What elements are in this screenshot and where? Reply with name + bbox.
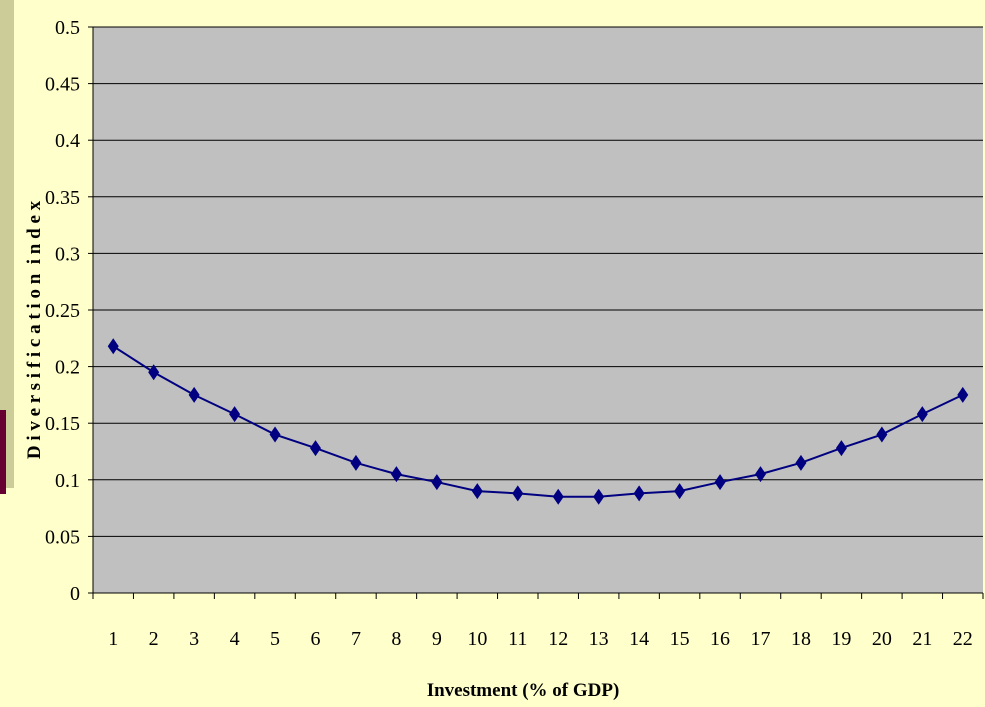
x-tick-label: 6 (311, 628, 321, 650)
data-point-marker (876, 426, 888, 443)
x-tick-label: 3 (189, 628, 199, 650)
slide-accent-bar (0, 410, 6, 494)
data-point-marker (390, 466, 402, 483)
data-point-marker (633, 485, 645, 502)
gridlines (93, 26, 983, 537)
x-tick-label: 7 (351, 628, 361, 650)
x-tick-label: 20 (872, 628, 892, 650)
data-point-marker (552, 488, 564, 505)
x-tick-label: 22 (953, 628, 973, 650)
y-axis-ticks: 0 0.05 0.1 0.15 0.2 0.25 0.3 0.35 0.4 0.45 0.5 (45, 17, 93, 605)
x-tick-label: 9 (432, 628, 442, 650)
x-tick-label: 10 (467, 628, 487, 650)
x-tick-label: 11 (508, 628, 527, 650)
y-tick-label: 0.25 (45, 300, 80, 322)
x-tick-label: 2 (149, 628, 159, 650)
x-tick-label: 14 (629, 628, 649, 650)
x-tick-label: 13 (589, 628, 609, 650)
data-point-marker (795, 454, 807, 471)
series-line (112, 345, 964, 498)
data-point-marker (188, 386, 200, 403)
data-point-marker (593, 488, 605, 505)
y-tick-label: 0.05 (45, 526, 80, 548)
data-point-marker (916, 406, 928, 423)
x-tick-label: 16 (710, 628, 730, 650)
y-tick-label: 0.35 (45, 187, 80, 209)
data-point-marker (835, 440, 847, 457)
data-point-marker (229, 406, 241, 423)
data-point-marker (471, 483, 483, 500)
data-point-marker (674, 483, 686, 500)
x-tick-label: 19 (831, 628, 851, 650)
x-tick-label: 21 (912, 628, 932, 650)
y-tick-label: 0.45 (45, 74, 80, 96)
y-tick-label: 0.15 (45, 413, 80, 435)
data-point-marker (431, 474, 443, 491)
x-tick-label: 17 (751, 628, 771, 650)
y-tick-label: 0.4 (55, 130, 80, 152)
y-tick-label: 0.2 (55, 357, 80, 379)
x-axis-ticks: 1 2 3 4 5 6 7 8 9 10 11 12 13 14 15 16 17 18 19 20 21 22 (92, 593, 984, 650)
y-tick-label: 0.5 (55, 17, 80, 39)
x-tick-label: 5 (270, 628, 280, 650)
x-tick-label: 12 (548, 628, 568, 650)
data-point-marker (755, 466, 766, 483)
y-tick-label: 0.1 (55, 470, 80, 492)
data-point-marker (269, 426, 281, 443)
data-point-marker (957, 386, 969, 403)
data-point-marker (148, 364, 160, 381)
data-point-marker (310, 440, 321, 457)
data-point-marker (714, 474, 726, 491)
x-tick-label: 8 (391, 628, 401, 650)
x-tick-label: 1 (108, 628, 118, 650)
slide-side-stripe (0, 0, 14, 488)
data-series (107, 338, 969, 505)
y-axis-title: D i v e r s i f i c a t i o n i n d e x (24, 200, 45, 459)
data-point-marker (512, 485, 524, 502)
x-tick-label: 15 (670, 628, 690, 650)
data-point-marker (107, 338, 119, 355)
data-point-marker (350, 454, 362, 471)
x-tick-label: 4 (230, 628, 240, 650)
x-tick-label: 18 (791, 628, 811, 650)
x-axis-title: Investment (% of GDP) (427, 680, 620, 701)
y-tick-label: 0.3 (55, 243, 80, 265)
y-tick-label: 0 (70, 583, 80, 605)
